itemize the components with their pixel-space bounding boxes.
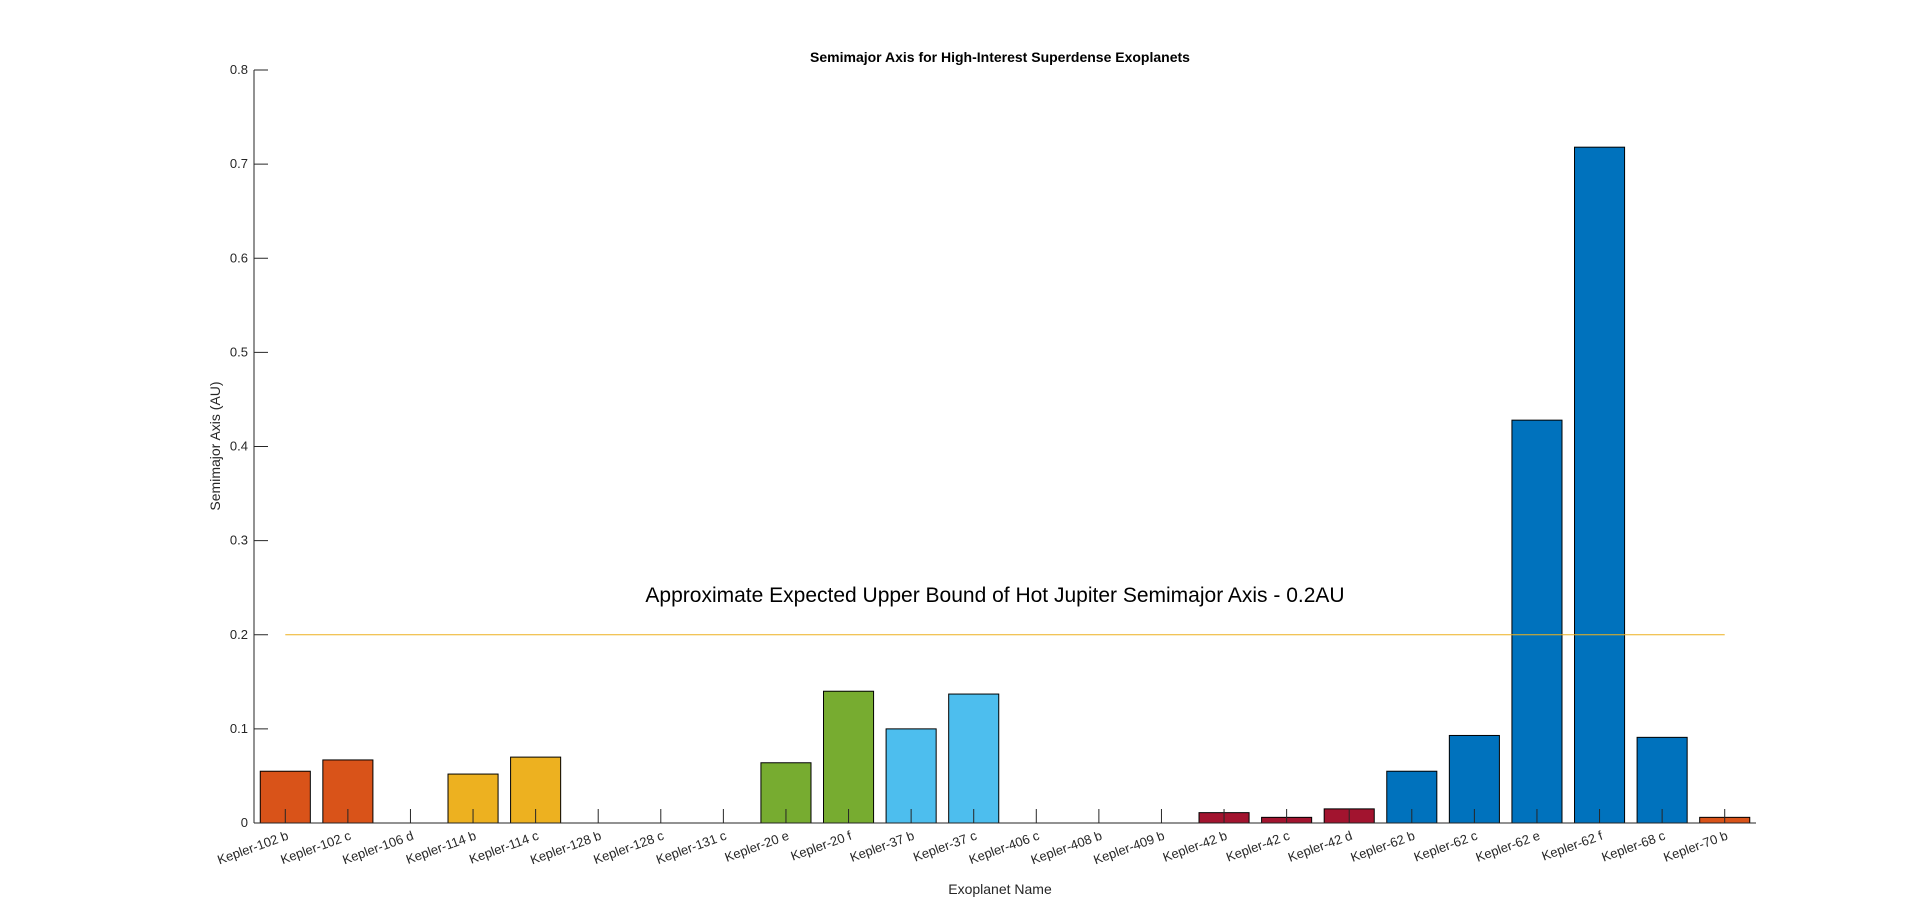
y-tick-label: 0 xyxy=(241,815,248,830)
x-axis-label: Exoplanet Name xyxy=(948,881,1052,897)
bar-kepler-62-f xyxy=(1574,146,1626,824)
reference-line-layer: Approximate Expected Upper Bound of Hot … xyxy=(285,584,1725,636)
y-tick-label: 0.6 xyxy=(230,250,248,265)
y-tick-label: 0.2 xyxy=(230,627,248,642)
x-tick-label: Kepler-128 c xyxy=(591,828,666,867)
x-tick-label: Kepler-131 c xyxy=(654,828,729,867)
x-tick-label: Kepler-42 b xyxy=(1161,828,1229,865)
x-tick-label: Kepler-20 e xyxy=(723,828,791,865)
x-tick-label: Kepler-42 d xyxy=(1286,828,1354,865)
x-tick-label: Kepler-42 c xyxy=(1224,828,1292,865)
y-tick-label: 0.8 xyxy=(230,62,248,77)
y-tick-label: 0.5 xyxy=(230,344,248,359)
x-tick-label: Kepler-20 f xyxy=(789,828,854,864)
bars-layer xyxy=(259,146,1751,824)
x-tick-label: Kepler-62 b xyxy=(1349,828,1417,865)
chart-title: Semimajor Axis for High-Interest Superde… xyxy=(810,49,1190,65)
y-tick-label: 0.4 xyxy=(230,439,248,454)
x-tick-label: Kepler-70 b xyxy=(1661,828,1729,865)
x-tick-label: Kepler-62 c xyxy=(1412,828,1480,865)
x-tick-label: Kepler-406 c xyxy=(967,828,1042,867)
x-tick-label: Kepler-37 b xyxy=(848,828,916,865)
x-tick-label: Kepler-409 b xyxy=(1091,828,1166,868)
x-tick-label: Kepler-114 b xyxy=(404,828,478,867)
y-tick-label: 0.7 xyxy=(230,156,248,171)
bar-kepler-37-c xyxy=(948,693,1000,824)
x-tick-label: Kepler-62 f xyxy=(1540,828,1605,864)
x-tick-label: Kepler-128 b xyxy=(528,828,603,868)
bar-kepler-114-b xyxy=(447,773,499,824)
bar-kepler-62-e xyxy=(1511,419,1563,824)
reference-line-label: Approximate Expected Upper Bound of Hot … xyxy=(645,584,1344,607)
x-tick-label: Kepler-62 e xyxy=(1474,828,1542,865)
bar-kepler-20-f xyxy=(823,690,875,824)
y-tick-label: 0.3 xyxy=(230,533,248,548)
x-tick-label: Kepler-102 c xyxy=(278,828,353,867)
x-tick-label: Kepler-68 c xyxy=(1600,828,1668,865)
x-tick-label: Kepler-408 b xyxy=(1029,828,1104,868)
bar-kepler-37-b xyxy=(885,728,937,824)
y-tick-label: 0.1 xyxy=(230,721,248,736)
x-tick-label: Kepler-106 d xyxy=(340,828,415,868)
y-axis-label: Semimajor Axis (AU) xyxy=(207,381,223,510)
x-tick-label: Kepler-102 b xyxy=(215,828,290,868)
